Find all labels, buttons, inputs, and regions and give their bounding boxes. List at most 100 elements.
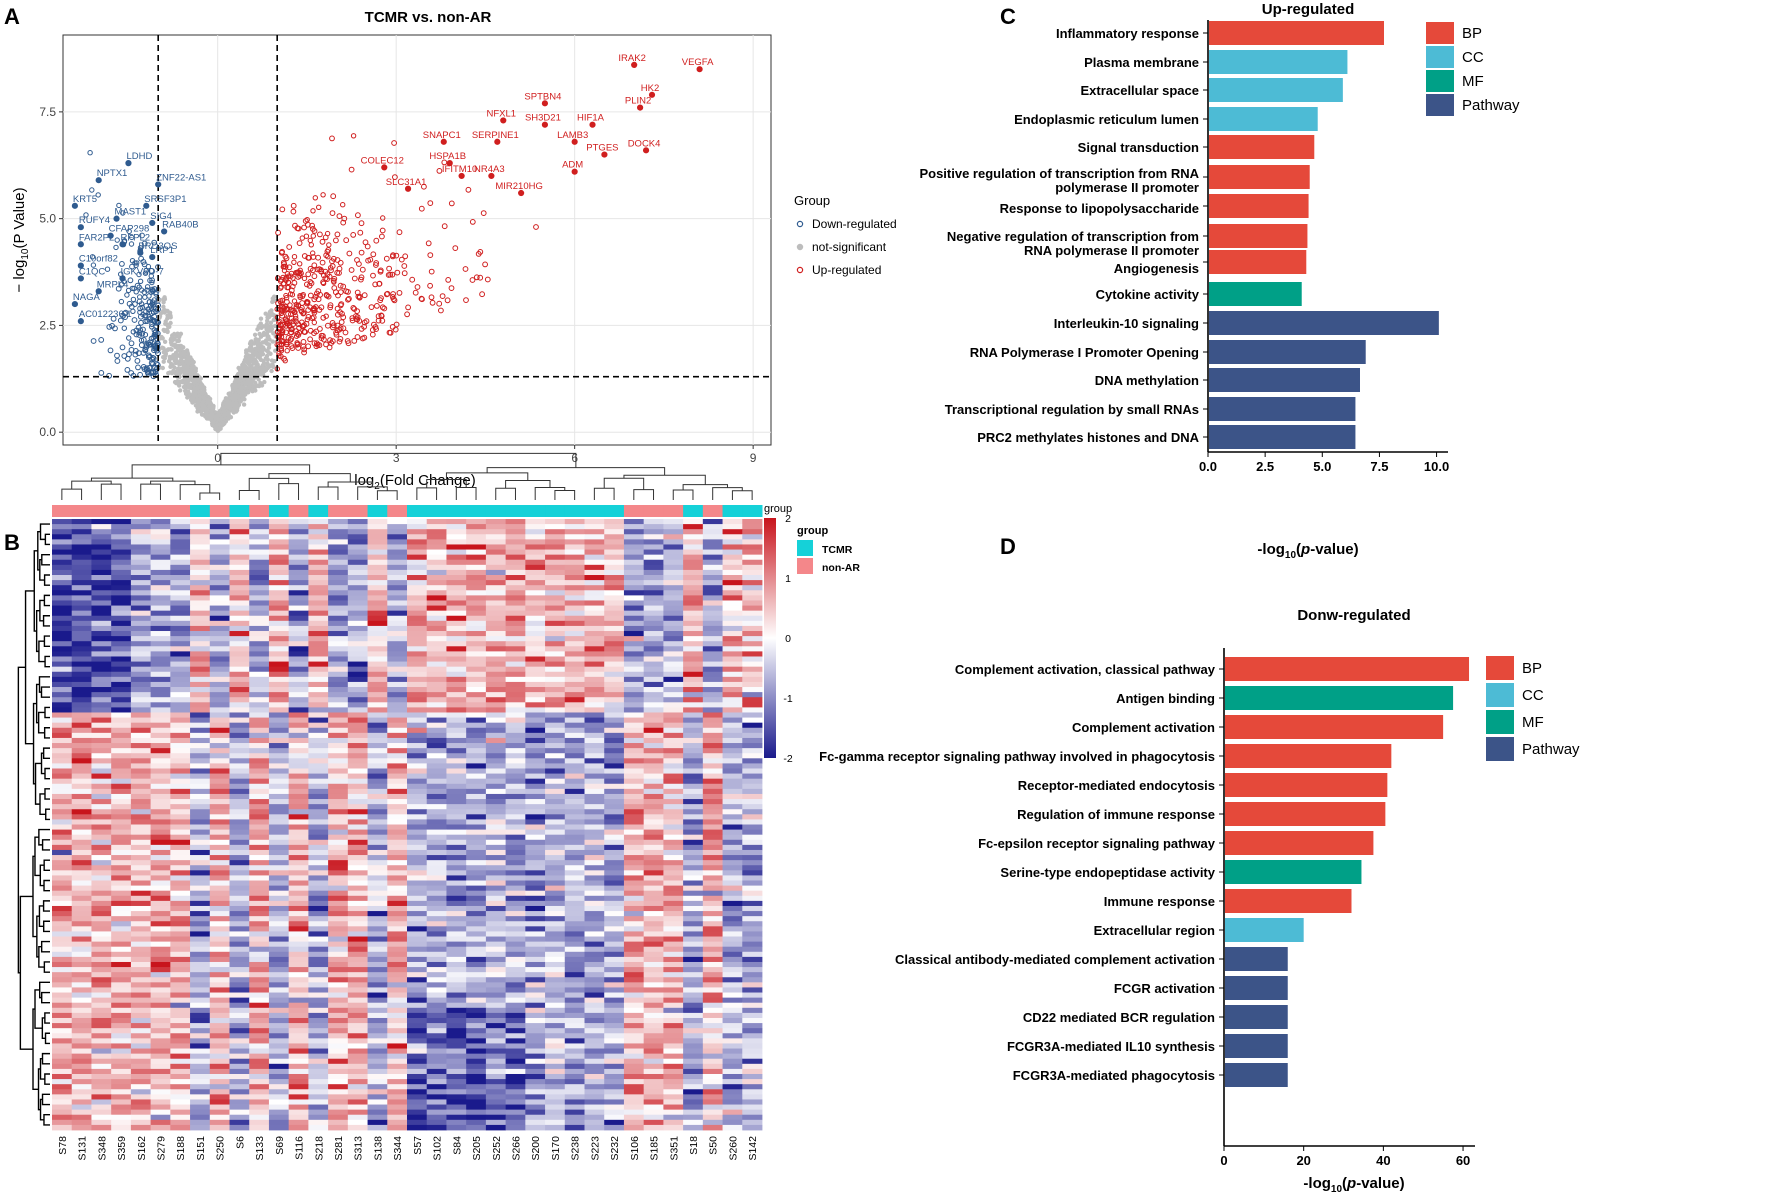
heatmap-cell [446, 529, 467, 535]
volcano-point-up [475, 251, 482, 257]
heatmap-cell [525, 773, 546, 780]
heatmap-cell [407, 600, 428, 606]
heatmap-cell [525, 799, 546, 805]
heatmap-cell [584, 875, 605, 881]
heatmap-cell [446, 585, 467, 591]
heatmap-cell [387, 564, 408, 571]
heatmap-cell [466, 834, 487, 841]
volcano-point [299, 235, 305, 241]
heatmap-cell [229, 778, 250, 785]
heatmap-cell [643, 855, 664, 861]
volcano-point [179, 357, 184, 362]
heatmap-cell [604, 732, 625, 739]
dendrogram-branch [131, 464, 311, 479]
heatmap-cell [91, 722, 112, 729]
heatmap-cell [426, 860, 447, 866]
volcano-point-up [350, 305, 357, 311]
heatmap-cell [663, 615, 684, 622]
heatmap-cell [446, 687, 467, 693]
heatmap-cell [71, 717, 92, 724]
volcano-point [264, 348, 270, 353]
heatmap-cell [367, 849, 388, 856]
heatmap-cell [190, 549, 211, 556]
heatmap-cell [288, 605, 309, 612]
heatmap-cell [347, 829, 368, 836]
heatmap-cell [683, 809, 704, 815]
heatmap-cell [308, 656, 329, 662]
heatmap-cell [170, 687, 191, 693]
heatmap-cell [426, 870, 447, 876]
heatmap-cell [130, 814, 152, 820]
heatmap-cell [683, 687, 704, 693]
heatmap-cell [545, 569, 566, 576]
dendrogram-branch [44, 706, 50, 719]
heatmap-cell [71, 575, 92, 581]
volcano-point-up [414, 284, 421, 290]
heatmap-cell [91, 631, 112, 637]
heatmap-cell [268, 671, 290, 678]
heatmap-cell [446, 773, 467, 780]
heatmap-cell [209, 748, 230, 754]
heatmap-cell [268, 829, 290, 836]
volcano-labeled-point [404, 185, 412, 192]
heatmap-cell [446, 722, 467, 729]
heatmap-cell [249, 758, 270, 764]
volcano-point [178, 388, 183, 393]
heatmap-cell [249, 549, 270, 556]
heatmap-cell [229, 895, 250, 902]
volcano-point-up [361, 334, 368, 341]
heatmap-cell [407, 590, 428, 596]
heatmap-cell [485, 549, 507, 556]
volcano-labeled-point [77, 262, 84, 269]
heatmap-cell [623, 732, 645, 739]
heatmap-cell [426, 793, 447, 800]
volcano-labeled-point [95, 177, 102, 184]
heatmap-cell [328, 671, 349, 678]
heatmap-cell [209, 605, 230, 612]
heatmap-cell [604, 580, 625, 586]
heatmap-cell [702, 834, 723, 841]
heatmap-cell [52, 585, 73, 591]
heatmap-cell [702, 814, 723, 820]
heatmap-cell [426, 661, 447, 668]
heatmap-cell [564, 529, 585, 535]
heatmap-cell [71, 834, 92, 841]
heatmap-cell [604, 651, 625, 657]
volcano-legend-entry: Up-regulated [812, 263, 881, 277]
heatmap-cell [604, 900, 625, 907]
volcano-point [130, 296, 137, 303]
heatmap-cell [71, 707, 92, 713]
heatmap-cell [71, 824, 92, 830]
volcano-point-down [138, 319, 144, 326]
panel-label-c: C [1000, 4, 1016, 29]
dendrogram-branch [43, 594, 50, 607]
heatmap-cell [446, 712, 467, 718]
heatmap-cell [722, 554, 743, 561]
heatmap-cell [209, 727, 230, 734]
heatmap-cell [564, 707, 585, 713]
heatmap-cell [347, 549, 368, 556]
heatmap-cell [229, 692, 250, 698]
heatmap-cell [170, 809, 191, 815]
heatmap-cell [52, 600, 73, 606]
heatmap-cell [742, 544, 763, 550]
heatmap-cell [604, 554, 625, 561]
volcano-point [181, 362, 187, 367]
volcano-labeled-point [696, 66, 703, 73]
volcano-point [166, 371, 171, 376]
heatmap-cell [683, 819, 704, 825]
heatmap-cell [505, 900, 526, 907]
volcano-point-up [318, 304, 325, 311]
heatmap-cell [130, 605, 152, 612]
volcano-point-up [396, 229, 403, 236]
heatmap-cell [308, 743, 329, 749]
heatmap-cell [485, 737, 507, 744]
heatmap-cell [426, 702, 447, 708]
heatmap-cell [702, 829, 723, 836]
heatmap-cell [604, 600, 625, 606]
heatmap-cell [308, 590, 329, 596]
heatmap-cell [584, 834, 605, 841]
heatmap-cell [742, 819, 763, 825]
heatmap-cell [623, 692, 645, 698]
